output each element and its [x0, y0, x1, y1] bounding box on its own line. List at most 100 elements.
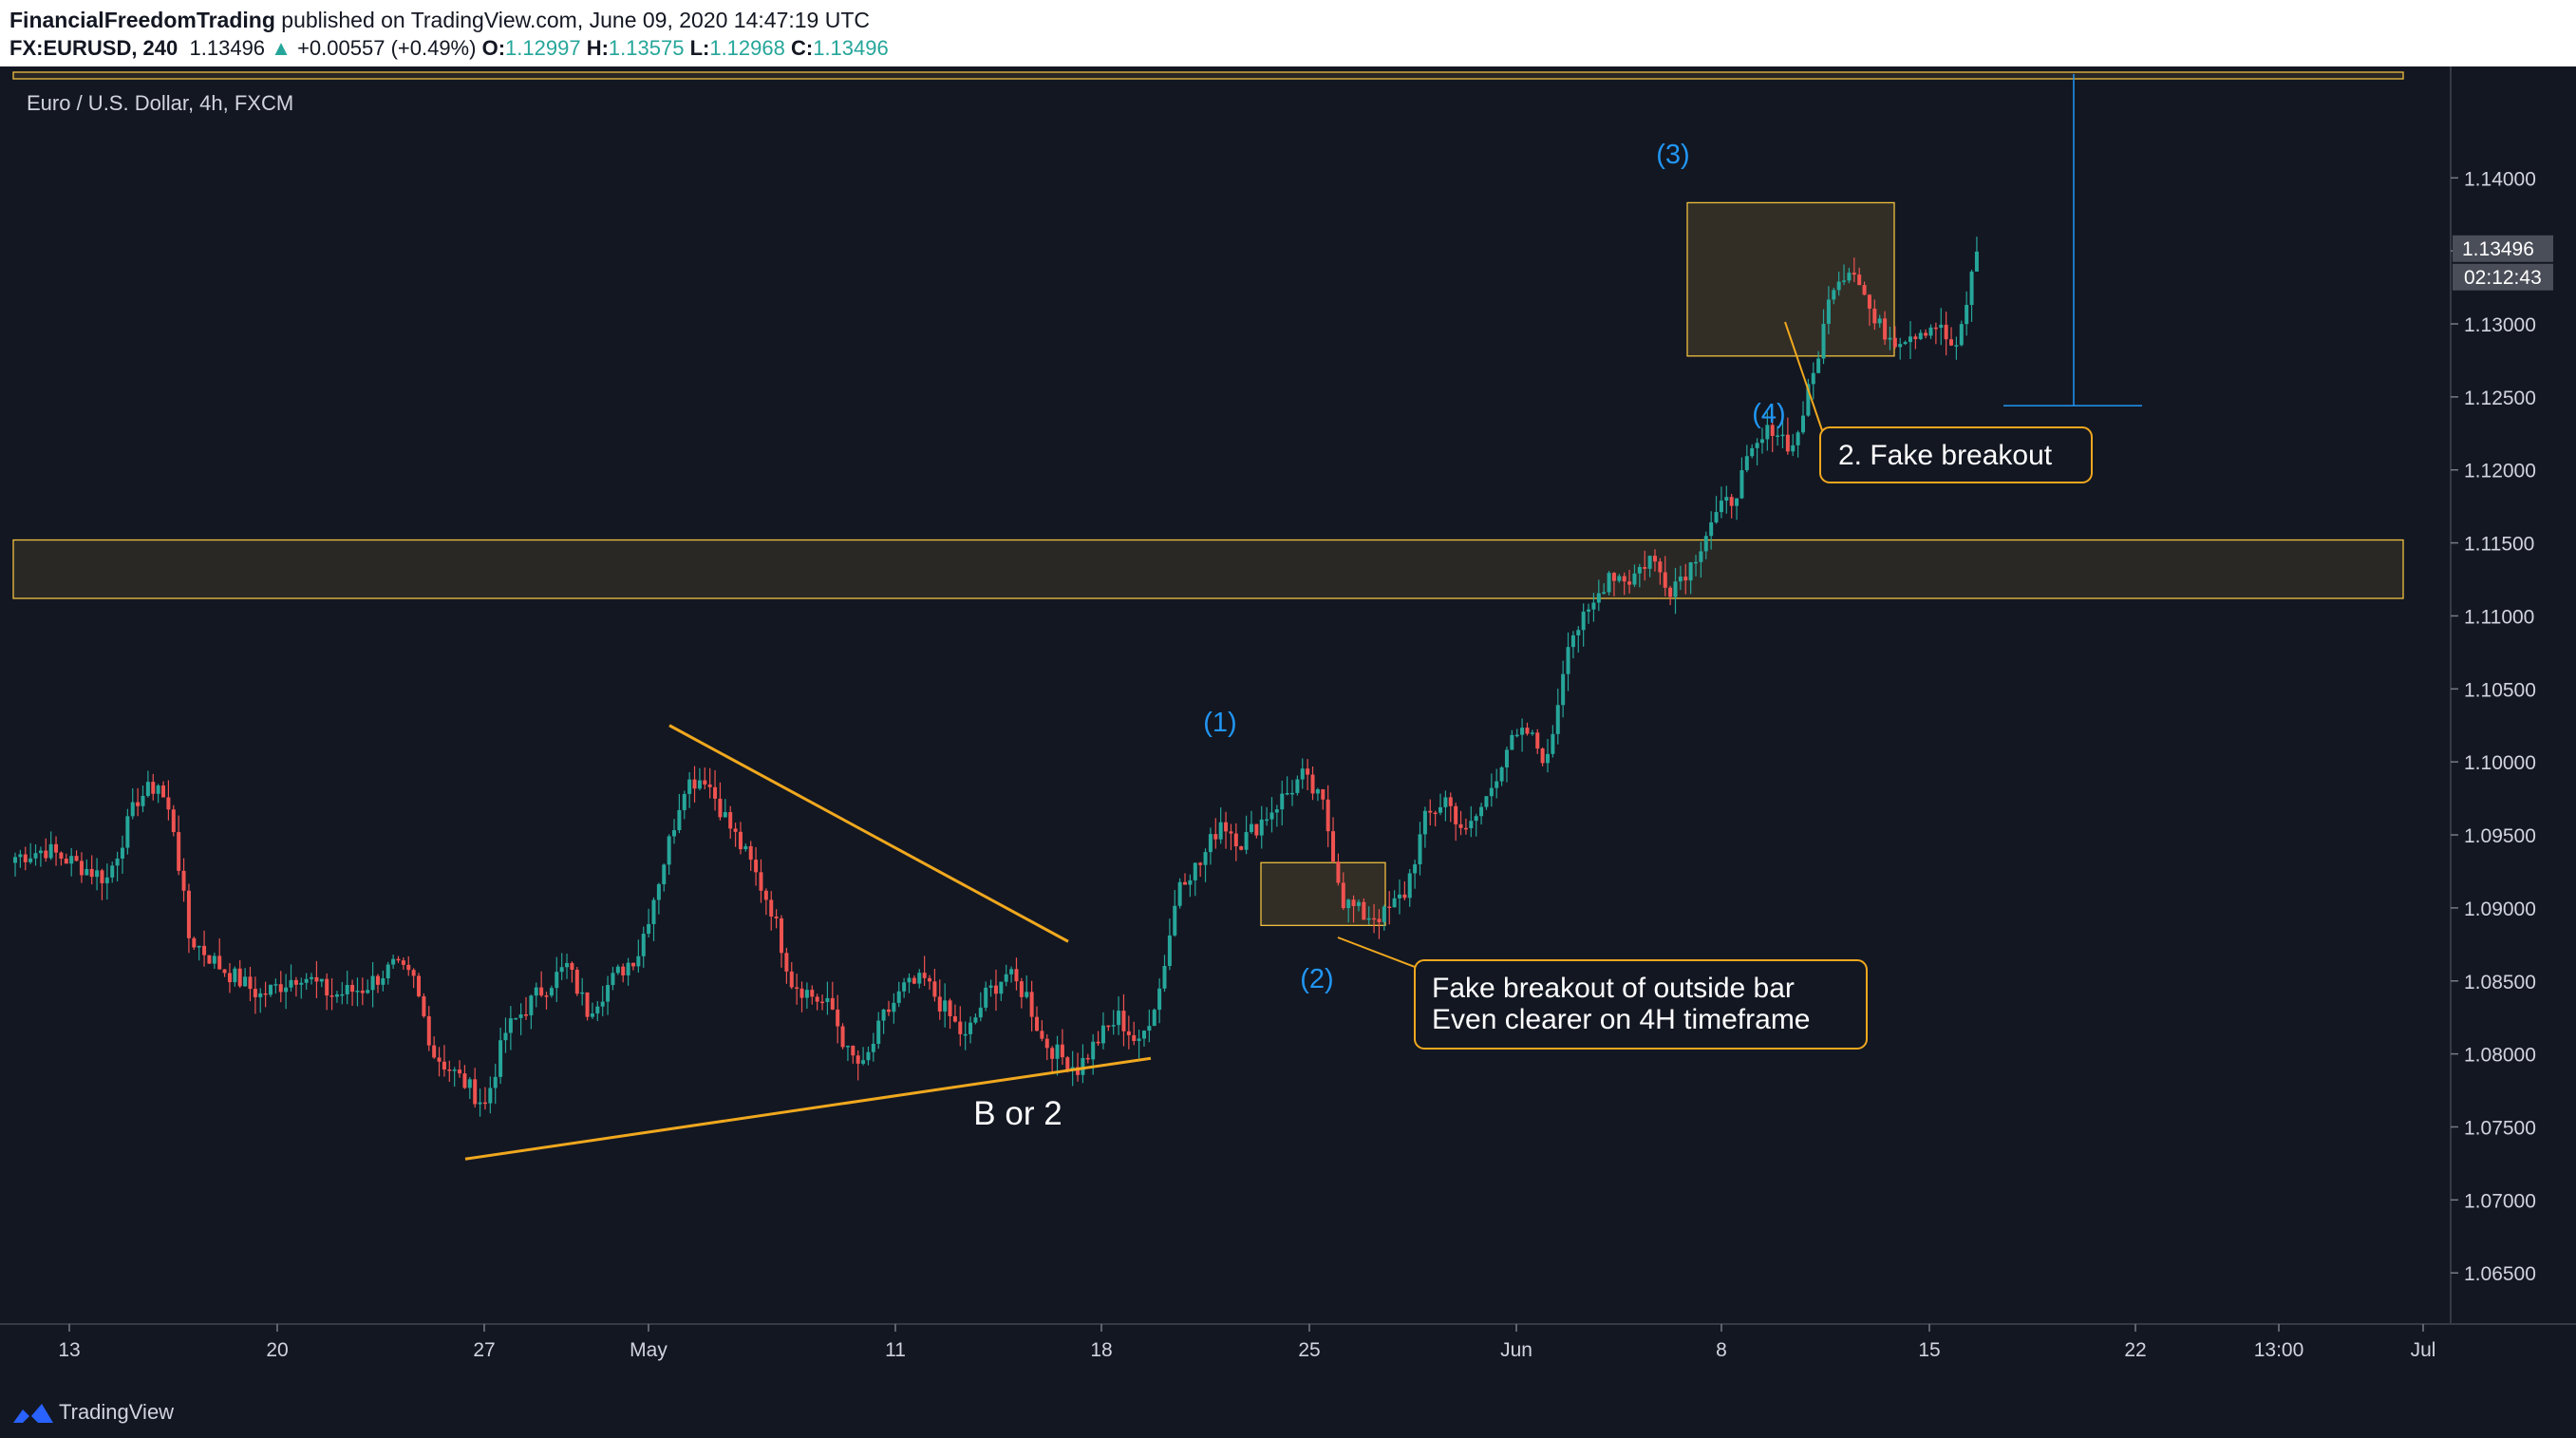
candle-body	[1418, 834, 1422, 865]
candle-body	[381, 978, 385, 985]
candle-body	[1300, 768, 1305, 780]
candle-body	[1362, 901, 1366, 920]
candle-body	[590, 1013, 594, 1017]
candle-body	[804, 990, 809, 998]
candle-body	[1040, 1031, 1044, 1039]
price-tick-label: 1.11000	[2464, 606, 2534, 628]
candle-body	[1106, 1025, 1111, 1028]
candle-body	[1035, 1016, 1039, 1031]
symbol-label[interactable]: FX:EURUSD, 240	[9, 36, 179, 60]
candle-body	[310, 976, 314, 979]
last-price-label: 1.13496	[2462, 238, 2534, 260]
candle-body	[707, 784, 712, 787]
tradingview-logo-icon[interactable]	[11, 1398, 55, 1427]
candle-body	[1076, 1067, 1081, 1075]
candle-body	[1776, 435, 1780, 437]
callout-2-box[interactable]	[1819, 426, 2093, 483]
fake-breakout-box-2[interactable]	[1686, 201, 1895, 357]
candle-body	[325, 978, 329, 996]
candle-body	[555, 972, 559, 989]
candle-body	[437, 1057, 442, 1062]
price-tick-label: 1.08000	[2464, 1045, 2536, 1067]
candle-body	[1974, 251, 1979, 272]
candle-body	[687, 779, 692, 794]
price-tick-label: 1.11500	[2464, 534, 2534, 556]
author-name[interactable]: FinancialFreedomTrading	[9, 8, 275, 32]
candle-body	[1581, 611, 1586, 631]
candle-body	[95, 870, 100, 878]
triangle-upper-trendline[interactable]	[668, 724, 1069, 943]
callout-2-pointer	[1784, 321, 1824, 434]
candle-body	[1908, 336, 1912, 343]
callout-1-box[interactable]	[1414, 959, 1868, 1050]
candle-body	[1422, 810, 1427, 835]
callout-1-line-1: Fake breakout of outside bar	[1432, 973, 1795, 1004]
top-zone[interactable]	[12, 71, 2404, 80]
candle-body	[1137, 1038, 1141, 1042]
price-tick-label: 1.14000	[2464, 168, 2536, 190]
price-axis[interactable]: 1.140001.135001.130001.125001.120001.115…	[2450, 66, 2553, 1324]
candle-body	[1499, 766, 1504, 782]
price-tick-label: 1.13000	[2464, 314, 2536, 336]
candle-body	[192, 937, 197, 948]
candle-body	[1816, 358, 1821, 373]
candle-body	[329, 995, 334, 997]
candle-body	[161, 785, 166, 798]
resistance-zone[interactable]	[12, 539, 2404, 599]
candle-body	[1382, 906, 1386, 922]
fake-breakout-box-1[interactable]	[1260, 861, 1386, 926]
candle-body	[932, 981, 937, 997]
tradingview-brand[interactable]: TradingView	[59, 1400, 175, 1424]
candle-body	[248, 976, 253, 990]
time-tick-label: 18	[1090, 1339, 1112, 1361]
price-tick-label: 1.09500	[2464, 825, 2536, 847]
candle-body	[1458, 823, 1463, 828]
candle-body	[1484, 796, 1489, 807]
candle-body	[559, 967, 564, 973]
candle-body	[1540, 748, 1545, 764]
candle-body	[385, 964, 390, 979]
candle-body	[28, 858, 33, 862]
candle-body	[1857, 274, 1862, 286]
candles-layer	[13, 237, 1979, 1117]
last-price-badge[interactable]	[2453, 235, 2553, 262]
candle-body	[1203, 852, 1208, 865]
candle-body	[1949, 339, 1954, 346]
triangle-lower-trendline[interactable]	[464, 1056, 1152, 1161]
candle-body	[1233, 833, 1238, 847]
candle-body	[1591, 602, 1596, 610]
candle-body	[1933, 327, 1938, 330]
candle-body	[1295, 779, 1300, 793]
candle-body	[1341, 882, 1345, 909]
candle-body	[151, 782, 156, 794]
candle-body	[1673, 581, 1678, 597]
candle-body	[978, 1007, 983, 1018]
candle-body	[1029, 992, 1034, 1017]
price-tick-label: 1.12000	[2464, 461, 2536, 482]
candle-body	[1121, 1011, 1126, 1031]
time-tick-label: May	[630, 1339, 668, 1361]
candle-body	[1898, 344, 1903, 348]
candle-body	[565, 962, 570, 968]
countdown-badge[interactable]	[2453, 263, 2553, 291]
candle-body	[1443, 797, 1448, 807]
candle-body	[662, 864, 667, 884]
candle-body	[1198, 862, 1203, 865]
candle-body	[544, 995, 549, 997]
candle-body	[115, 858, 120, 866]
candle-body	[1096, 1041, 1100, 1044]
time-axis[interactable]: 13 20 27 May 11 18 25 Jun 8 15 22 13:00 Jul	[0, 1323, 2576, 1361]
candle-body	[1836, 281, 1841, 291]
candle-body	[136, 802, 141, 806]
candle-body	[1867, 294, 1871, 309]
candle-body	[825, 997, 830, 1002]
candle-body	[1872, 308, 1877, 324]
candle-body	[1607, 573, 1611, 593]
candle-body	[799, 988, 804, 998]
candle-body	[1331, 831, 1336, 862]
candle-body	[1888, 337, 1892, 340]
candle-body	[1372, 918, 1377, 920]
candle-body	[1249, 823, 1253, 833]
candle-body	[917, 973, 922, 984]
